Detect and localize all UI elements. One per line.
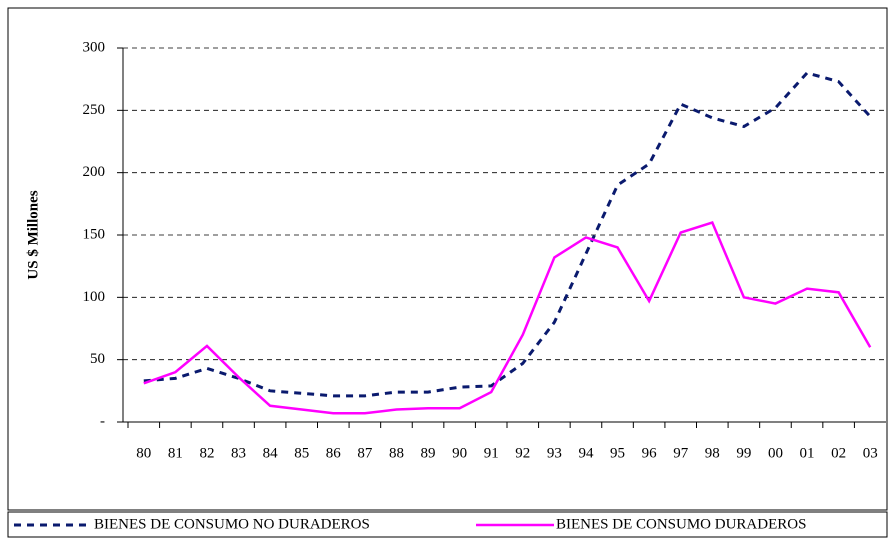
legend-frame [7,511,888,538]
y-tick-label: 250 [83,102,106,118]
chart-frame [7,7,888,511]
x-tick-label: 95 [610,445,625,461]
x-tick-label: 93 [547,445,562,461]
x-tick-label: 00 [768,445,783,461]
x-tick-label: 85 [294,445,309,461]
x-tick-label: 82 [199,445,214,461]
x-tick-label: 98 [705,445,720,461]
x-tick-label: 90 [452,445,467,461]
x-tick-label: 87 [357,445,373,461]
x-tick-label: 92 [515,445,530,461]
y-axis-label: US $ Millones [25,190,41,279]
x-tick-label: 03 [863,445,878,461]
x-tick-label: 99 [736,445,751,461]
y-tick-label: - [100,413,105,429]
x-tick-label: 81 [168,445,183,461]
x-tick-label: 83 [231,445,246,461]
x-tick-label: 02 [831,445,846,461]
x-tick-label: 80 [136,445,151,461]
x-tick-label: 86 [326,445,342,461]
x-tick-label: 01 [800,445,815,461]
x-tick-label: 94 [578,445,594,461]
y-tick-label: 50 [90,351,105,367]
y-tick-label: 200 [83,164,106,180]
legend-label: BIENES DE CONSUMO DURADEROS [556,516,806,532]
x-tick-label: 84 [263,445,279,461]
x-tick-label: 96 [642,445,658,461]
x-tick-label: 89 [421,445,436,461]
series-line [143,71,872,398]
series-line [143,220,872,415]
legend-label: BIENES DE CONSUMO NO DURADEROS [94,516,370,532]
y-tick-label: 100 [83,289,106,305]
y-tick-label: 150 [83,226,106,242]
x-tick-label: 97 [673,445,689,461]
x-tick-label: 91 [484,445,499,461]
y-tick-label: 300 [83,39,106,55]
x-tick-label: 88 [389,445,404,461]
